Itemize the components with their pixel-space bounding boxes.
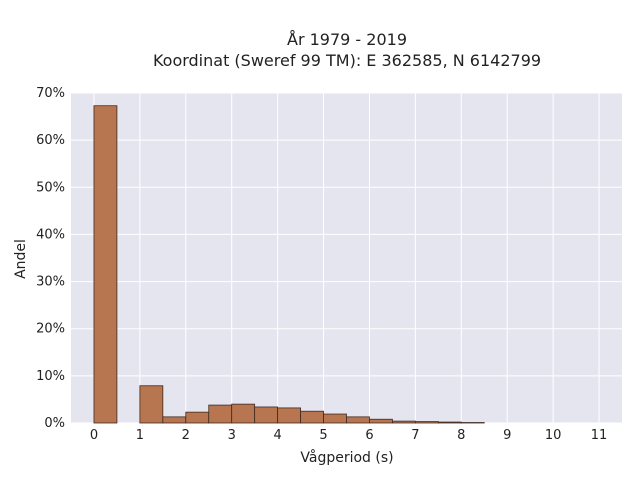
x-tick-label: 11: [591, 428, 608, 443]
x-tick-label: 8: [457, 428, 465, 443]
histogram-bar: [369, 419, 392, 423]
y-tick-label: 60%: [36, 133, 65, 148]
y-tick-label: 20%: [36, 322, 65, 337]
histogram-bar: [301, 411, 324, 423]
histogram-bar: [255, 407, 278, 423]
histogram-bar: [438, 422, 461, 423]
x-tick-label: 4: [273, 428, 281, 443]
histogram-bar: [209, 405, 232, 423]
x-tick-label: 9: [503, 428, 511, 443]
x-tick-label: 10: [545, 428, 562, 443]
y-tick-label: 50%: [36, 180, 65, 195]
histogram-bar: [278, 408, 301, 423]
y-tick-label: 0%: [44, 416, 65, 431]
histogram-bar: [163, 417, 186, 423]
x-tick-label: 7: [411, 428, 419, 443]
x-tick-label: 2: [182, 428, 190, 443]
histogram-bar: [324, 414, 347, 423]
y-tick-label: 30%: [36, 275, 65, 290]
x-tick-label: 0: [90, 428, 98, 443]
y-tick-label: 40%: [36, 227, 65, 242]
x-tick-label: 5: [319, 428, 327, 443]
histogram-bar: [94, 106, 117, 423]
y-tick-label: 70%: [36, 86, 65, 101]
histogram-bar: [392, 421, 415, 423]
histogram-bar: [140, 386, 163, 423]
y-tick-label: 10%: [36, 369, 65, 384]
histogram-bar: [415, 422, 438, 423]
x-tick-label: 6: [365, 428, 373, 443]
x-axis-label: Vågperiod (s): [300, 449, 393, 466]
x-tick-label: 1: [136, 428, 144, 443]
histogram-bar: [186, 412, 209, 423]
x-tick-label: 3: [228, 428, 236, 443]
plot-area: [71, 93, 622, 423]
histogram-bar: [232, 404, 255, 423]
y-axis-label: Andel: [13, 239, 29, 279]
chart-title-line-1: År 1979 - 2019: [287, 30, 407, 49]
histogram-bar: [347, 417, 370, 423]
chart-title-line-2: Koordinat (Sweref 99 TM): E 362585, N 61…: [153, 51, 541, 70]
